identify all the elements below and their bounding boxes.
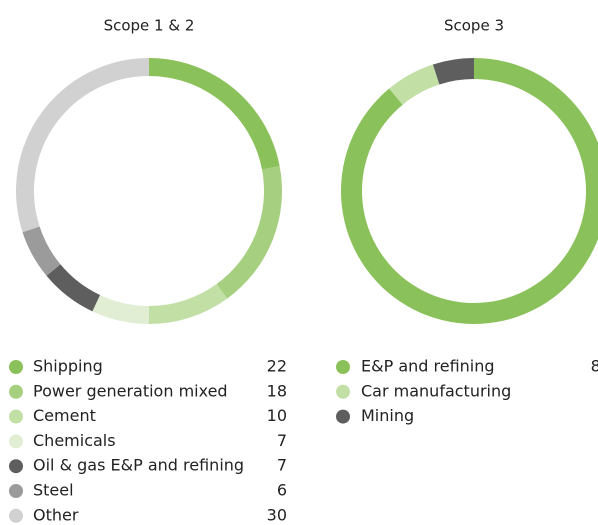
donut-slice [149, 58, 280, 170]
donut-slice [22, 226, 61, 276]
value-label: 22 [267, 357, 287, 376]
legend-label: Mining [361, 406, 414, 425]
legend-label: Car manufacturing [361, 381, 511, 400]
donut-slice [389, 64, 440, 105]
donut-slice [432, 58, 474, 85]
legend-label: Steel [33, 481, 74, 500]
value-label: 30 [267, 505, 287, 524]
value-label: 7 [277, 431, 287, 450]
legend-swatch [336, 409, 350, 424]
legend-label: Power generation mixed [33, 381, 228, 400]
value-label: 10 [267, 406, 287, 425]
legend-swatch [9, 459, 23, 474]
donut-slice [46, 264, 101, 312]
legend-label: Chemicals [33, 431, 116, 450]
value-label: 89 [591, 357, 598, 376]
legend-label: Other [33, 505, 79, 524]
donut-slice [149, 284, 228, 324]
legend-label: Oil & gas E&P and refining [33, 456, 244, 475]
donut-slice [216, 166, 282, 299]
legend-swatch [9, 384, 23, 399]
legend-swatch [9, 508, 23, 523]
donut-slice [15, 58, 150, 233]
donut-slice [341, 58, 598, 324]
legend-swatch [9, 409, 23, 424]
legend-label: Shipping [33, 357, 103, 376]
legend-label: E&P and refining [361, 357, 495, 376]
legend-label: Cement [33, 406, 96, 425]
legend-swatch [336, 384, 350, 399]
value-label: 6 [277, 481, 287, 500]
value-label: 18 [267, 381, 287, 400]
legend-swatch [336, 360, 350, 374]
legend-swatch [9, 360, 23, 374]
legend-swatch [9, 434, 23, 449]
chart-title: Scope 1 & 2 [104, 17, 195, 35]
donut-slice [92, 295, 149, 324]
chart-title: Scope 3 [444, 17, 504, 35]
legend-swatch [9, 484, 23, 498]
value-label: 7 [277, 456, 287, 475]
